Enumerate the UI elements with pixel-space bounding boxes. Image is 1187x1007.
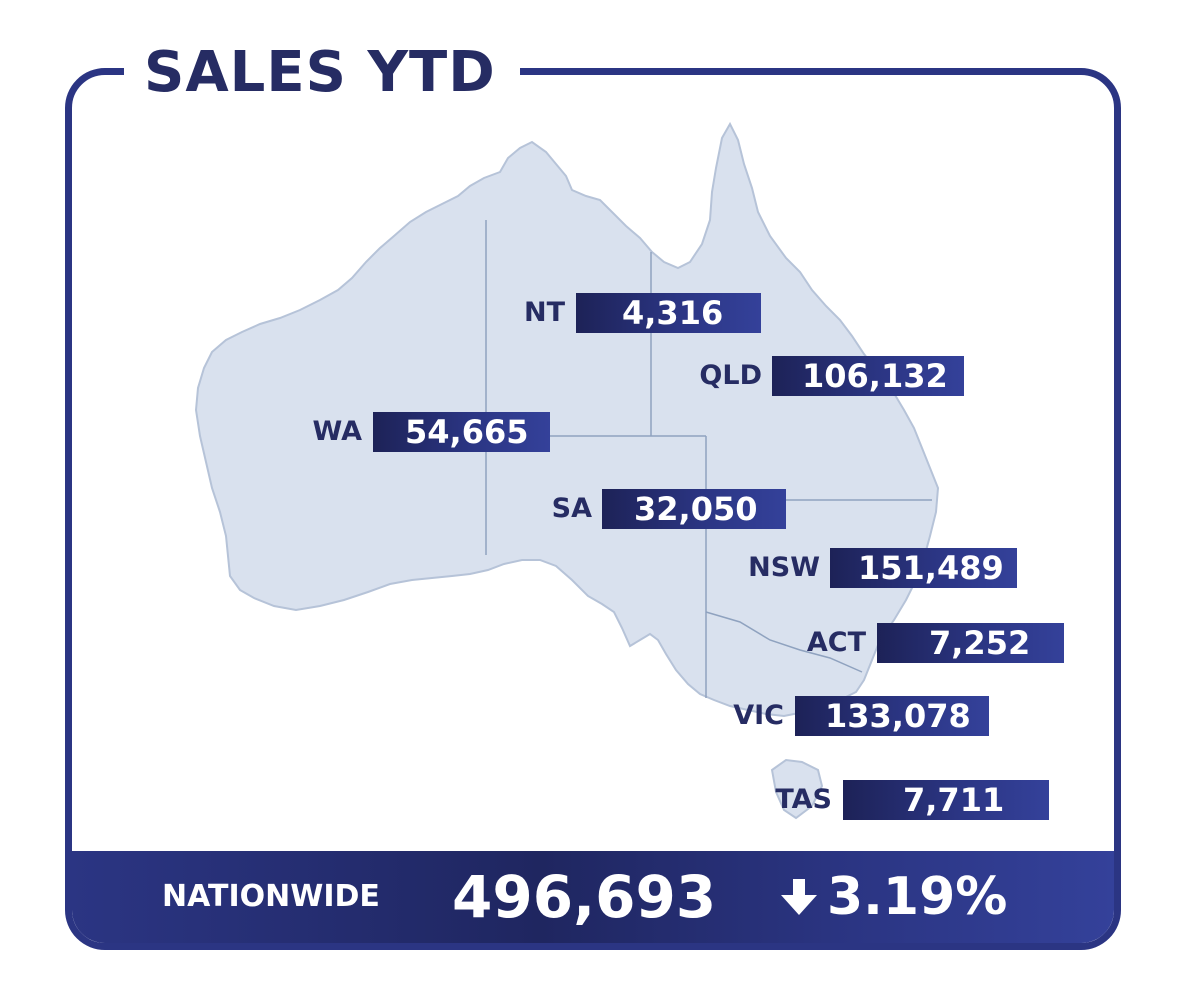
state-value-qld: 106,132 (772, 356, 964, 396)
state-value-tas: 7,711 (843, 780, 1049, 820)
state-label-nsw: NSW (748, 552, 820, 583)
state-label-act: ACT (806, 627, 866, 658)
state-value-nsw: 151,489 (830, 548, 1017, 588)
arrow-down-icon (781, 879, 817, 915)
state-label-qld: QLD (699, 360, 762, 391)
state-value-act: 7,252 (877, 623, 1064, 663)
australia-mainland (194, 121, 940, 718)
nationwide-change: 3.19% (777, 851, 1007, 943)
state-label-nt: NT (523, 297, 565, 328)
nationwide-change-value: 3.19% (827, 867, 1008, 927)
title-wrap: SALES YTD (124, 38, 520, 108)
state-label-tas: TAS (775, 784, 832, 815)
nationwide-label: NATIONWIDE (162, 879, 380, 914)
nationwide-total: 496,693 (452, 863, 717, 931)
border-nsw-vic (705, 611, 863, 673)
state-value-vic: 133,078 (795, 696, 989, 736)
state-value-wa: 54,665 (373, 412, 550, 452)
page-title: SALES YTD (144, 40, 496, 105)
nationwide-footer: NATIONWIDE 496,693 3.19% (72, 851, 1114, 943)
state-value-nt: 4,316 (576, 293, 761, 333)
tasmania (770, 758, 824, 820)
state-label-wa: WA (312, 416, 362, 447)
state-label-sa: SA (551, 493, 592, 524)
state-value-sa: 32,050 (602, 489, 786, 529)
state-label-vic: VIC (733, 700, 784, 731)
